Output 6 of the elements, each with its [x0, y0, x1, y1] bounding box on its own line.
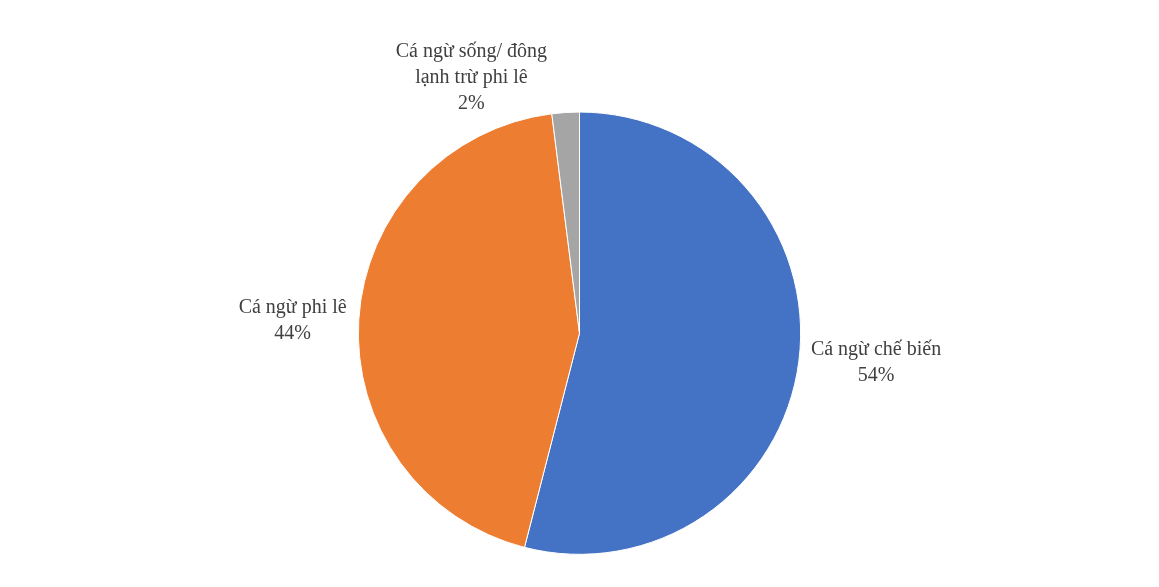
slice-label: Cá ngừ sống/ đông lạnh trừ phi lê: [395, 38, 548, 88]
data-label: 54%: [857, 363, 895, 386]
slice-label: Cá ngừ chế biến: [810, 337, 942, 361]
data-label: 44%: [274, 321, 311, 344]
slice-label: Cá ngừ phi lê: [238, 295, 347, 319]
data-label: 2%: [458, 90, 485, 113]
